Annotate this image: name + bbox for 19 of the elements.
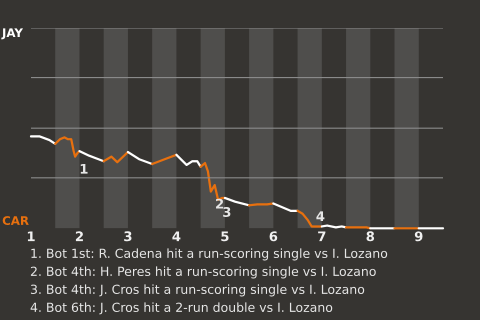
x-tick-label: 3 [124,231,132,242]
x-tick-label: 6 [270,231,278,242]
text: 2. Bot 4th: H. Peres hit a run-scoring single vs I. Lozano [30,266,376,278]
ref-line-label: JAY [1,28,24,40]
x-tick-label: 1 [28,231,35,242]
x-tick-label: 9 [414,231,423,242]
annotation: 3 [223,206,230,217]
text: 1. Bot 1st: R. Cadena hit a run-scoring single vs I. Lozano [31,248,388,260]
x-tick-label: 8 [366,231,374,242]
annotation: 4 [316,211,324,221]
x-tick-label: 2 [76,231,83,242]
text: 4. Bot 6th: J. Cros hit a 2-run double vs I. Lozano [30,302,332,314]
x-tick-label: 7 [318,231,326,242]
annotation: 1 [80,164,88,174]
annotation: 2 [216,198,224,209]
x-tick-label: 4 [172,231,180,242]
x-tick-label: 5 [221,231,229,242]
text: CAR [2,216,29,226]
text: 3. Bot 4th: J. Cros hit a run-scoring single vs I. Lozano [30,284,364,296]
